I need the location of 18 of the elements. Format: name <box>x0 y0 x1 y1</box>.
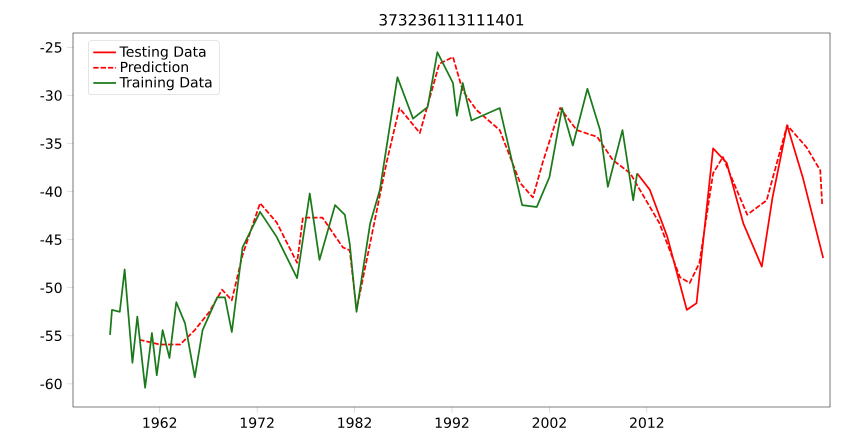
legend-label: Prediction <box>120 61 188 72</box>
x-tick-label: 1962 <box>143 417 176 428</box>
x-tick-label: 1992 <box>436 417 468 428</box>
x-tick-label: 2012 <box>630 417 664 428</box>
y-tick-label: -25 <box>40 42 62 53</box>
x-tick-label: 2002 <box>532 417 566 428</box>
y-tick-label: -60 <box>40 378 62 390</box>
legend-label: Testing Data <box>120 46 206 60</box>
x-tick-label: 1972 <box>240 417 274 428</box>
y-tick-label: -55 <box>40 330 62 342</box>
y-tick-label: -40 <box>40 186 62 197</box>
y-tick-label: -50 <box>40 282 62 294</box>
y-tick-label: -45 <box>40 234 62 245</box>
x-tick-label: 1982 <box>338 417 371 428</box>
y-tick-label: -35 <box>40 138 62 149</box>
chart-title: 373236113111401 <box>380 14 524 26</box>
legend-label: Training Data <box>120 76 212 90</box>
y-tick-label: -30 <box>40 90 62 101</box>
